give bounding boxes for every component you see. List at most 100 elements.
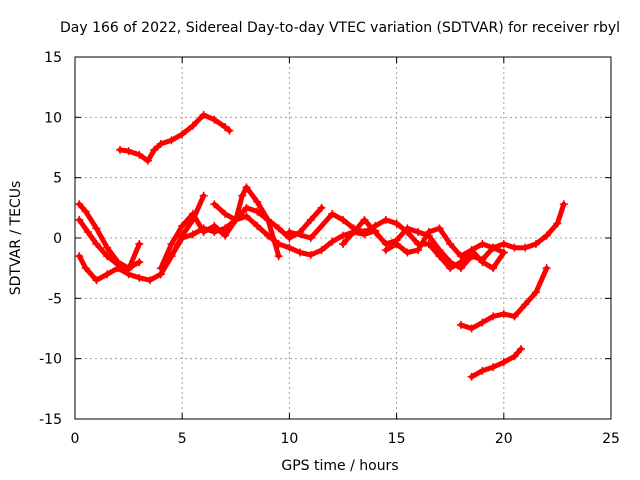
data-point bbox=[81, 264, 90, 273]
data-point bbox=[559, 200, 568, 209]
data-point bbox=[392, 240, 401, 249]
data-point bbox=[135, 273, 144, 282]
x-tick-label: 20 bbox=[495, 431, 513, 447]
data-point bbox=[242, 203, 251, 212]
series-arc-k bbox=[467, 345, 525, 381]
data-point bbox=[156, 264, 165, 273]
data-point bbox=[446, 258, 455, 267]
data-point bbox=[221, 209, 230, 218]
series-arc-f bbox=[210, 200, 326, 242]
data-point bbox=[124, 147, 133, 156]
x-tick-label: 0 bbox=[71, 431, 80, 447]
y-tick-label: 15 bbox=[44, 50, 62, 66]
data-series bbox=[75, 110, 568, 381]
data-point bbox=[424, 227, 433, 236]
data-point bbox=[360, 215, 369, 224]
data-point bbox=[456, 264, 465, 273]
data-point bbox=[306, 250, 315, 259]
y-tick-label: -5 bbox=[48, 291, 62, 307]
data-point bbox=[478, 240, 487, 249]
data-point bbox=[135, 240, 144, 249]
data-point bbox=[285, 243, 294, 252]
data-point bbox=[456, 252, 465, 261]
x-tick-label: 5 bbox=[178, 431, 187, 447]
data-point bbox=[199, 110, 208, 119]
x-tick-label: 10 bbox=[280, 431, 298, 447]
data-point bbox=[360, 227, 369, 236]
data-point bbox=[349, 227, 358, 236]
data-point bbox=[188, 209, 197, 218]
data-point bbox=[274, 252, 283, 261]
data-point bbox=[92, 276, 101, 285]
data-point bbox=[199, 191, 208, 200]
data-point bbox=[306, 215, 315, 224]
data-point bbox=[92, 240, 101, 249]
data-point bbox=[521, 300, 530, 309]
data-point bbox=[199, 227, 208, 236]
axis-ticks bbox=[74, 56, 612, 420]
data-point bbox=[274, 224, 283, 233]
series-arc-j bbox=[456, 264, 551, 333]
data-point bbox=[381, 246, 390, 255]
data-point bbox=[83, 227, 92, 236]
data-point bbox=[510, 312, 519, 321]
data-point bbox=[188, 121, 197, 130]
y-tick-label: 0 bbox=[53, 231, 62, 247]
y-tick-label: -10 bbox=[39, 352, 62, 368]
data-point bbox=[113, 260, 122, 269]
data-point bbox=[489, 312, 498, 321]
data-point bbox=[489, 264, 498, 273]
data-point bbox=[435, 224, 444, 233]
data-point bbox=[499, 240, 508, 249]
data-point bbox=[499, 248, 508, 257]
y-axis-label: SDTVAR / TECUs bbox=[8, 181, 24, 296]
tick-labels: 0 5 10 15 20 25 15 10 5 0 -5 -10 -15 bbox=[39, 50, 620, 447]
data-point bbox=[403, 248, 412, 257]
data-point bbox=[75, 200, 84, 209]
data-point bbox=[306, 234, 315, 242]
y-tick-label: -15 bbox=[39, 412, 62, 428]
data-point bbox=[531, 288, 540, 297]
data-point bbox=[75, 215, 84, 224]
data-point bbox=[135, 150, 144, 159]
data-point bbox=[253, 207, 262, 216]
data-point bbox=[242, 183, 251, 192]
series-arc-a bbox=[75, 212, 380, 285]
data-point bbox=[210, 200, 219, 209]
data-point bbox=[210, 115, 219, 124]
data-point bbox=[156, 139, 165, 148]
data-point bbox=[81, 207, 90, 216]
data-point bbox=[553, 219, 562, 228]
y-tick-label: 5 bbox=[53, 171, 62, 187]
data-point bbox=[521, 243, 530, 252]
data-point bbox=[456, 320, 465, 329]
data-point bbox=[225, 126, 234, 135]
data-point bbox=[339, 231, 347, 240]
x-axis-label: GPS time / hours bbox=[281, 458, 398, 474]
data-point bbox=[263, 215, 272, 224]
data-point bbox=[150, 145, 159, 154]
data-point bbox=[146, 276, 155, 285]
data-point bbox=[135, 258, 144, 267]
series-arc-e bbox=[156, 183, 283, 273]
data-point bbox=[75, 252, 84, 261]
y-tick-label: 10 bbox=[44, 110, 62, 126]
data-point bbox=[296, 248, 305, 257]
data-point bbox=[221, 231, 230, 240]
data-point bbox=[467, 246, 476, 255]
data-point bbox=[499, 310, 508, 319]
data-point bbox=[103, 270, 112, 279]
data-point bbox=[414, 246, 423, 255]
data-point bbox=[116, 145, 125, 154]
data-point bbox=[403, 224, 412, 233]
series-line bbox=[383, 225, 507, 271]
data-point bbox=[489, 363, 498, 372]
data-point bbox=[238, 191, 247, 200]
data-point bbox=[253, 221, 262, 230]
data-point bbox=[242, 212, 251, 221]
data-point bbox=[489, 243, 498, 252]
data-point bbox=[124, 265, 133, 274]
data-point bbox=[167, 136, 176, 145]
data-point bbox=[531, 240, 540, 249]
